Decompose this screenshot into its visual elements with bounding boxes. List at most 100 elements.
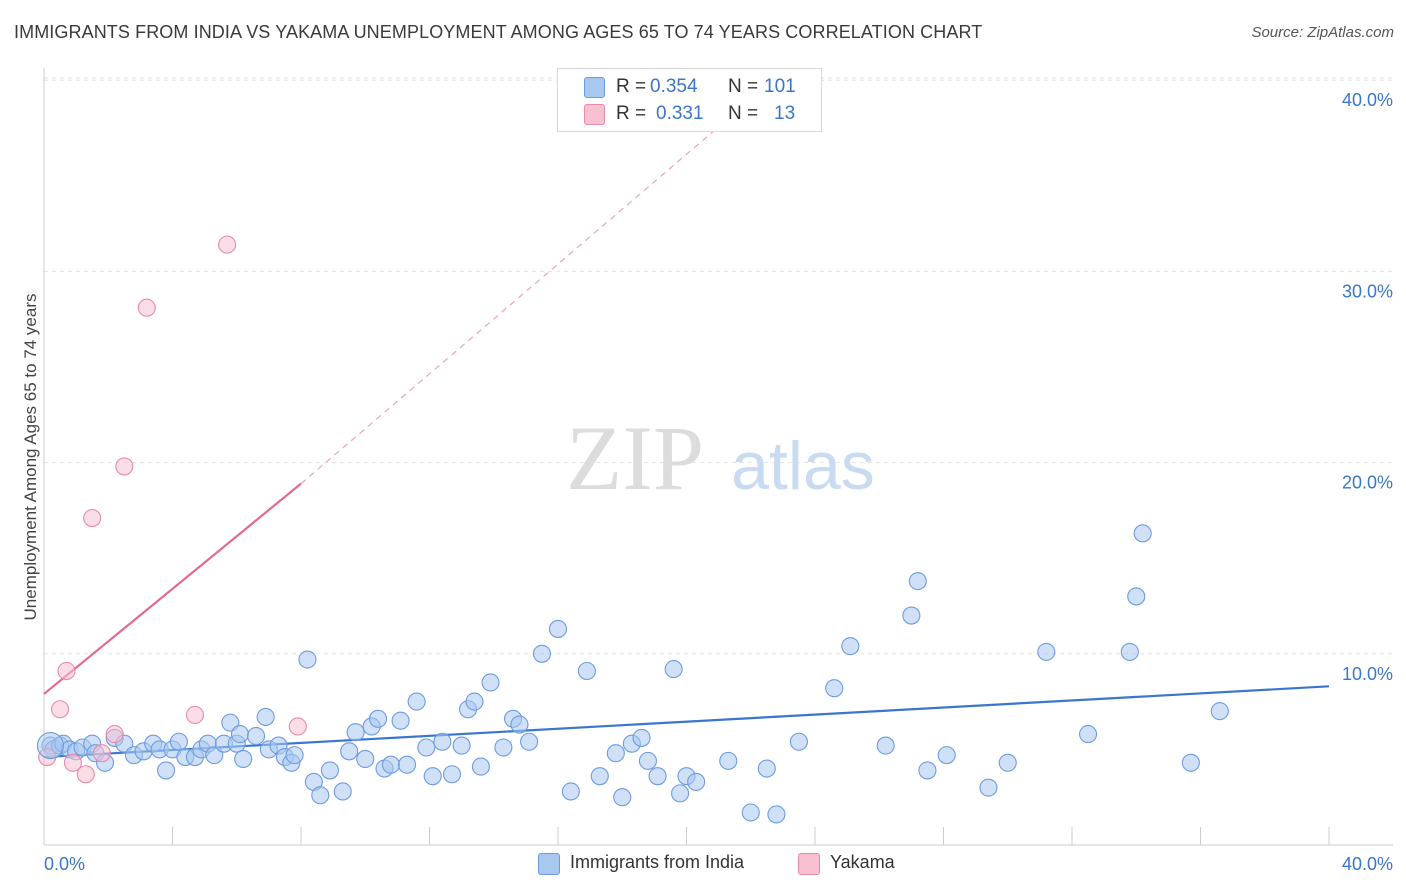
bottom-legend-label-yakama: Yakama xyxy=(830,852,895,872)
legend-swatch-yakama xyxy=(584,104,605,125)
india-point xyxy=(671,784,690,803)
yakama-point xyxy=(105,725,124,744)
india-point xyxy=(1133,524,1152,543)
legend-r-label: R = xyxy=(616,76,647,97)
legend-r-value: 0.354 xyxy=(650,76,698,97)
india-point xyxy=(638,751,658,770)
data-points xyxy=(36,235,1229,824)
india-point xyxy=(256,707,275,726)
india-point xyxy=(632,728,651,747)
india-point xyxy=(1210,702,1229,721)
trend-lines xyxy=(43,79,1330,759)
india-point xyxy=(577,661,596,681)
india-point xyxy=(789,732,808,751)
india-point xyxy=(369,709,388,728)
india-point xyxy=(520,732,539,751)
india-point xyxy=(246,726,266,746)
yakama-point xyxy=(218,235,237,254)
india-point xyxy=(876,736,895,755)
india-point xyxy=(613,788,632,807)
axes xyxy=(43,68,1393,846)
india-point xyxy=(442,765,462,784)
india-point xyxy=(979,778,998,797)
bottom-legend-label-india: Immigrants from India xyxy=(570,852,745,872)
tick-labels: 10.0% 20.0% 30.0% 40.0% 0.0% 40.0% xyxy=(44,90,1393,874)
grid-lines xyxy=(44,77,1393,655)
india-point xyxy=(381,755,401,774)
yakama-point xyxy=(51,700,70,719)
india-point xyxy=(356,749,375,769)
watermark-zip: ZIP xyxy=(566,407,704,509)
y-tick-label: 10.0% xyxy=(1342,664,1393,684)
india-point xyxy=(548,619,568,638)
yakama-point xyxy=(63,753,82,772)
india-point xyxy=(1181,753,1200,772)
india-point xyxy=(417,738,436,757)
x-tick-label: 40.0% xyxy=(1342,854,1393,874)
yakama-point xyxy=(57,661,76,681)
india-point xyxy=(36,732,64,760)
india-point xyxy=(1127,587,1146,606)
y-tick-label: 40.0% xyxy=(1342,90,1393,110)
y-tick-label: 30.0% xyxy=(1342,281,1393,301)
legend-swatch-india xyxy=(584,77,605,98)
yakama-point xyxy=(83,508,102,528)
india-point xyxy=(230,725,250,744)
y-tick-label: 20.0% xyxy=(1342,473,1393,493)
india-point xyxy=(719,751,738,770)
india-point xyxy=(937,746,956,765)
india-point xyxy=(510,715,529,734)
india-point xyxy=(1079,725,1098,744)
india-point xyxy=(561,782,580,801)
india-point xyxy=(606,744,625,763)
yakama-point xyxy=(137,298,156,317)
chart-title: IMMIGRANTS FROM INDIA VS YAKAMA UNEMPLOY… xyxy=(14,22,983,42)
legend-r-label: R = xyxy=(616,103,647,124)
india-point xyxy=(397,755,417,774)
india-point xyxy=(471,757,490,776)
bottom-legend-swatch-india xyxy=(538,853,560,875)
india-point xyxy=(902,606,921,625)
india-point xyxy=(757,759,776,778)
legend-n-label: N = xyxy=(728,76,759,97)
yakama-point xyxy=(92,744,111,763)
india-point xyxy=(157,761,176,780)
india-point xyxy=(841,637,860,656)
india-point xyxy=(741,803,760,822)
india-point xyxy=(320,761,339,780)
india-point xyxy=(340,742,359,761)
watermark-atlas: atlas xyxy=(731,428,875,504)
legend-n-label: N = xyxy=(728,103,759,124)
yakama-point xyxy=(185,705,205,725)
legend-n-value: 13 xyxy=(774,103,796,124)
india-point xyxy=(767,805,786,824)
yakama-point xyxy=(115,457,134,476)
yakama-trend-extension xyxy=(300,79,774,485)
bottom-legend-swatch-yakama xyxy=(798,853,820,875)
yakama-point xyxy=(76,765,95,784)
india-point xyxy=(298,650,317,669)
x-tick-label: 0.0% xyxy=(44,854,85,874)
india-point xyxy=(391,711,410,730)
india-point xyxy=(494,738,513,757)
india-point xyxy=(169,732,188,751)
india-point xyxy=(407,692,426,711)
watermark: ZIP atlas xyxy=(566,407,875,509)
india-point xyxy=(664,660,683,679)
india-point xyxy=(532,644,551,663)
india-point xyxy=(234,749,253,769)
india-point xyxy=(481,673,500,692)
india-trend-line xyxy=(43,685,1330,759)
india-point xyxy=(998,753,1017,772)
legend-r-value: 0.331 xyxy=(656,103,704,124)
india-point xyxy=(908,572,927,591)
source-label: Source: ZipAtlas.com xyxy=(1251,24,1394,41)
india-point xyxy=(423,767,442,786)
india-point xyxy=(590,767,609,786)
india-point xyxy=(285,746,304,765)
india-point xyxy=(433,732,452,751)
india-point xyxy=(1037,642,1056,661)
yakama-trend-line xyxy=(43,482,302,695)
india-point xyxy=(918,761,937,780)
